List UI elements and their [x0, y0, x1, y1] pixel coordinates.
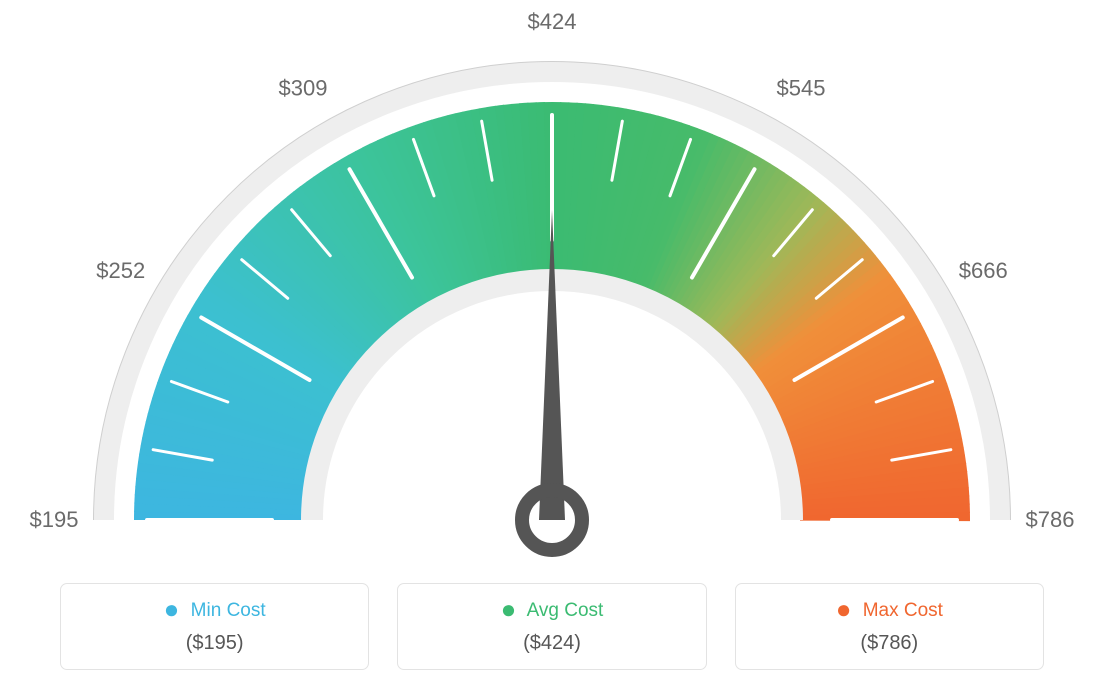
svg-text:$666: $666 [959, 258, 1008, 283]
dot-icon: ● [501, 594, 517, 624]
dot-icon: ● [836, 594, 852, 624]
legend-value: ($786) [748, 632, 1031, 655]
dot-icon: ● [164, 594, 180, 624]
legend-row: ● Min Cost ($195) ● Avg Cost ($424) ● Ma… [60, 583, 1044, 670]
cost-gauge-chart: { "gauge": { "type": "gauge", "center_x"… [0, 0, 1104, 690]
legend-value: ($424) [410, 632, 693, 655]
legend-card-avg: ● Avg Cost ($424) [397, 583, 706, 670]
svg-text:$195: $195 [30, 507, 79, 532]
svg-text:$424: $424 [528, 9, 577, 34]
legend-value: ($195) [73, 632, 356, 655]
legend-label: Avg Cost [527, 600, 604, 621]
legend-label: Max Cost [863, 600, 943, 621]
legend-card-min: ● Min Cost ($195) [60, 583, 369, 670]
svg-text:$252: $252 [96, 258, 145, 283]
gauge-area: $195 $252 $309 $424 $545 $666 $786 [0, 0, 1104, 560]
legend-title-avg: ● Avg Cost [410, 600, 693, 622]
legend-label: Min Cost [191, 600, 266, 621]
svg-text:$309: $309 [279, 76, 328, 101]
svg-text:$786: $786 [1026, 507, 1075, 532]
legend-title-min: ● Min Cost [73, 600, 356, 622]
svg-text:$545: $545 [777, 76, 826, 101]
legend-title-max: ● Max Cost [748, 600, 1031, 622]
legend-card-max: ● Max Cost ($786) [735, 583, 1044, 670]
gauge-svg: $195 $252 $309 $424 $545 $666 $786 [0, 0, 1104, 560]
